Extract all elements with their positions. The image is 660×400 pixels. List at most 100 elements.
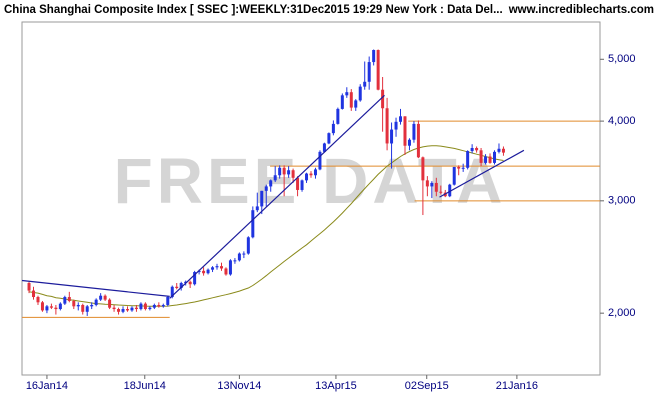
candle-body <box>67 297 71 301</box>
candle-body <box>479 150 483 163</box>
x-tick-label: 18Jun14 <box>124 380 166 392</box>
candle-body <box>72 300 76 307</box>
candle-body <box>394 121 398 130</box>
candle-body <box>130 307 134 311</box>
candle-body <box>501 148 505 153</box>
chart-title: China Shanghai Composite Index [ SSEC ]:… <box>4 4 503 16</box>
y-tick-label: 5,000 <box>608 53 636 65</box>
candle-body <box>269 180 273 187</box>
candle-body <box>125 309 129 311</box>
candle-body <box>273 175 277 181</box>
candle-body <box>215 266 219 268</box>
candle-body <box>143 303 147 310</box>
candle-body <box>363 81 367 87</box>
candle-body <box>466 151 470 168</box>
candle-body <box>260 190 264 207</box>
candle-body <box>63 297 67 304</box>
candle-body <box>242 253 246 255</box>
candle-body <box>318 151 322 170</box>
candle-body <box>152 304 156 308</box>
candle-body <box>488 156 492 163</box>
x-tick-label: 21Jan16 <box>496 380 538 392</box>
candle-body <box>448 184 452 197</box>
candle-body <box>300 180 304 190</box>
candle-body <box>134 307 138 310</box>
candle-body <box>157 304 161 307</box>
candle-body <box>161 304 165 307</box>
candle-body <box>228 260 232 275</box>
candle-body <box>224 268 228 275</box>
candle-body <box>108 299 112 308</box>
trend-line <box>21 279 170 297</box>
candle-body <box>202 270 206 274</box>
candle-body <box>206 269 210 274</box>
candle-body <box>385 108 389 144</box>
candle-body <box>407 139 411 146</box>
candle-body <box>233 260 237 262</box>
trend-line <box>439 149 525 198</box>
x-tick-label: 02Sep15 <box>405 380 449 392</box>
candle-body <box>416 123 420 158</box>
candle-body <box>390 129 394 144</box>
candle-body <box>166 297 170 305</box>
candle-body <box>76 304 80 307</box>
candle-body <box>372 50 376 63</box>
candle-body <box>309 173 313 176</box>
candle-body <box>237 253 241 261</box>
candle-body <box>399 116 403 122</box>
candle-body <box>412 123 416 140</box>
candle-body <box>376 50 380 90</box>
candle-body <box>90 304 94 307</box>
candle-body <box>430 182 434 187</box>
candle-body <box>103 295 107 300</box>
candle-body <box>36 297 40 303</box>
candle-body <box>184 281 188 284</box>
y-tick-label: 3,000 <box>608 195 636 207</box>
candle-body <box>331 123 335 134</box>
candle-body <box>117 309 121 312</box>
candle-body <box>148 307 152 310</box>
candle-body <box>58 303 62 310</box>
candle-body <box>211 267 215 270</box>
candle-body <box>439 191 443 193</box>
trend-line <box>169 94 385 299</box>
candle-body <box>381 89 385 109</box>
candle-body <box>349 92 353 108</box>
candle-body <box>484 156 488 163</box>
candle-body <box>403 116 407 146</box>
candle-body <box>367 62 371 82</box>
candle-body <box>282 167 286 175</box>
candle-body <box>358 86 362 101</box>
x-tick-label: 13Apr15 <box>315 380 357 392</box>
candle-body <box>452 166 456 185</box>
candle-body <box>264 186 268 191</box>
candle-body <box>170 286 174 298</box>
candle-body <box>287 170 291 175</box>
candle-body <box>340 95 344 109</box>
candle-body <box>32 290 36 298</box>
candle-body <box>85 306 89 312</box>
candle-body <box>493 151 497 163</box>
candle-body <box>193 272 197 285</box>
candle-body <box>461 167 465 169</box>
x-tick-label: 13Nov14 <box>217 380 261 392</box>
source: www.incrediblecharts.com <box>508 4 654 16</box>
candle-body <box>175 286 179 289</box>
candle-body <box>251 210 255 238</box>
candle-body <box>121 309 125 312</box>
candle-body <box>179 283 183 289</box>
y-tick-label: 2,000 <box>608 307 636 319</box>
candle-body <box>99 295 103 300</box>
candle-body <box>139 303 143 310</box>
candle-body <box>81 304 85 312</box>
candle-body <box>188 281 192 285</box>
candle-body <box>219 266 223 269</box>
candle-body <box>296 177 300 190</box>
candle-body <box>305 173 309 181</box>
candle-body <box>475 148 479 151</box>
candle-body <box>470 148 474 152</box>
candle-body <box>40 302 44 311</box>
candle-body <box>27 283 31 291</box>
candle-body <box>246 237 250 254</box>
